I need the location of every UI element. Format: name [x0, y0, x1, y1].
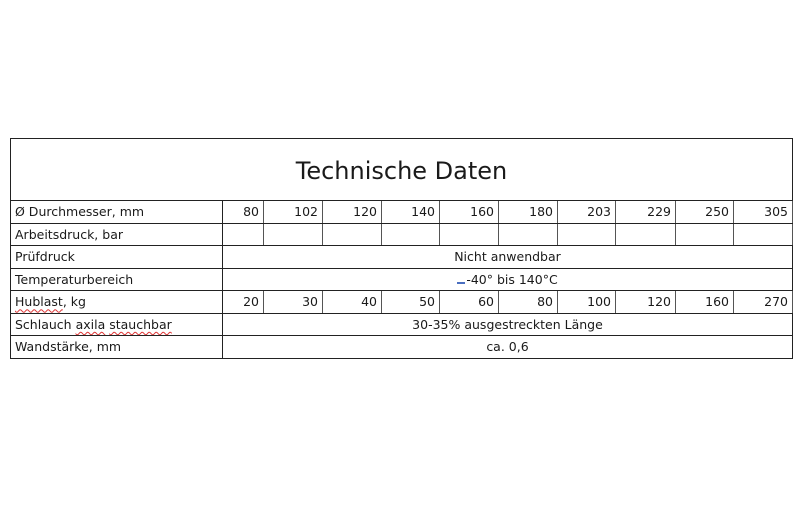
table-row-working-pressure: Arbeitsdruck, bar — [10, 222, 793, 246]
row-label: Arbeitsdruck, bar — [10, 222, 223, 246]
row-label: Temperaturbereich — [10, 267, 223, 291]
cell: 250 — [675, 200, 734, 224]
table-title: Technische Daten — [10, 138, 793, 201]
cell — [675, 222, 734, 246]
row-label-part: stauchbar — [109, 316, 172, 332]
table-row-compressible: Schlauch axila stauchbar 30-35% ausgestr… — [10, 312, 793, 336]
edit-marker-icon — [457, 274, 466, 284]
cell: 160 — [675, 290, 734, 314]
cell — [222, 222, 264, 246]
cell: 305 — [733, 200, 793, 224]
cell: 270 — [733, 290, 793, 314]
cell: 203 — [557, 200, 616, 224]
cell: 20 — [222, 290, 264, 314]
cell — [263, 222, 323, 246]
span-cell-text: -40° bis 140°C — [466, 271, 558, 287]
cell: 120 — [615, 290, 676, 314]
cell: 140 — [381, 200, 440, 224]
row-label-part: Hublast — [15, 294, 63, 310]
span-cell: ca. 0,6 — [222, 335, 793, 359]
cell: 80 — [222, 200, 264, 224]
cell: 30 — [263, 290, 323, 314]
cell — [557, 222, 616, 246]
technical-data-table: Technische Daten Ø Durchmesser, mm 80 10… — [10, 138, 793, 359]
cell — [322, 222, 382, 246]
table-row-temperature: Temperaturbereich -40° bis 140°C — [10, 267, 793, 291]
cell: 50 — [381, 290, 440, 314]
span-cell: Nicht anwendbar — [222, 245, 793, 269]
table-row-lift-load: Hublast, kg 20 30 40 50 60 80 100 120 16… — [10, 290, 793, 314]
cell: 80 — [498, 290, 558, 314]
cell: 160 — [439, 200, 499, 224]
cell: 40 — [322, 290, 382, 314]
row-label: Schlauch axila stauchbar — [10, 312, 223, 336]
cell — [733, 222, 793, 246]
cell — [381, 222, 440, 246]
row-label: Wandstärke, mm — [10, 335, 223, 359]
table-row-wall-thickness: Wandstärke, mm ca. 0,6 — [10, 335, 793, 359]
span-cell: 30-35% ausgestreckten Länge — [222, 312, 793, 336]
row-label-part: , kg — [62, 294, 86, 310]
title-row: Technische Daten — [10, 138, 793, 201]
row-label: Hublast, kg — [10, 290, 223, 314]
cell: 100 — [557, 290, 616, 314]
cell: 229 — [615, 200, 676, 224]
table-row-diameter: Ø Durchmesser, mm 80 102 120 140 160 180… — [10, 200, 793, 224]
cell — [498, 222, 558, 246]
cell — [615, 222, 676, 246]
cell: 120 — [322, 200, 382, 224]
cell: 180 — [498, 200, 558, 224]
row-label: Prüfdruck — [10, 245, 223, 269]
table-row-test-pressure: Prüfdruck Nicht anwendbar — [10, 245, 793, 269]
row-label: Ø Durchmesser, mm — [10, 200, 223, 224]
cell: 60 — [439, 290, 499, 314]
cell — [439, 222, 499, 246]
cell: 102 — [263, 200, 323, 224]
row-label-part: Schlauch — [15, 316, 76, 332]
row-label-part: axila — [75, 316, 106, 332]
span-cell: -40° bis 140°C — [222, 267, 793, 291]
